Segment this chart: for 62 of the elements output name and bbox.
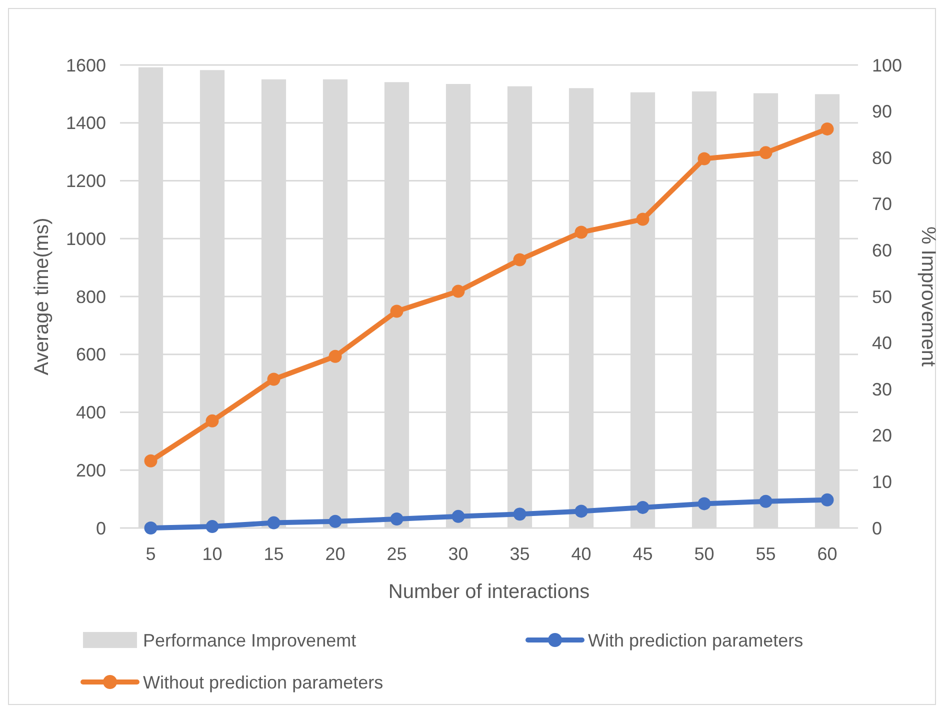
y-tick-label: 800 — [76, 286, 106, 307]
y2-tick-label: 60 — [872, 240, 892, 260]
x-tick-label: 35 — [510, 544, 530, 564]
point — [267, 372, 280, 386]
y2-tick-label: 40 — [872, 333, 892, 354]
x-tick-label: 40 — [571, 544, 592, 564]
y2-tick-label: 100 — [872, 55, 902, 76]
point — [820, 122, 834, 136]
point — [390, 304, 404, 318]
point — [820, 493, 834, 506]
y2-tick-label: 80 — [872, 148, 892, 168]
point — [206, 414, 219, 428]
y2-tick-label: 20 — [872, 426, 892, 446]
legend-label: With prediction parameters — [588, 630, 804, 650]
y2-tick-label: 10 — [872, 472, 892, 492]
y-tick-label: 600 — [76, 344, 106, 365]
y-tick-label: 1200 — [66, 171, 106, 192]
y2-tick-label: 50 — [872, 286, 892, 307]
point — [574, 504, 588, 518]
x-tick-label: 45 — [632, 544, 653, 564]
point — [390, 512, 404, 526]
point — [144, 454, 158, 468]
point — [513, 253, 526, 266]
point — [328, 514, 342, 528]
y-axis-title: Average time(ms) — [31, 218, 53, 376]
point — [206, 520, 219, 534]
y2-axis-title: % Improvement — [917, 226, 939, 367]
point — [759, 494, 772, 508]
x-tick-label: 15 — [264, 544, 284, 564]
y2-tick-label: 30 — [872, 379, 892, 400]
x-tick-label: 5 — [146, 544, 156, 564]
point — [144, 522, 158, 534]
point — [328, 350, 342, 363]
x-tick-label: 30 — [448, 544, 468, 564]
point — [636, 500, 650, 514]
point — [698, 497, 711, 510]
point — [759, 146, 772, 160]
point — [574, 226, 588, 239]
point — [636, 212, 650, 226]
point — [698, 152, 711, 166]
x-tick-label: 60 — [817, 544, 838, 564]
y-tick-label: 1600 — [66, 55, 106, 76]
x-tick-label: 25 — [386, 544, 407, 564]
x-tick-label: 10 — [202, 544, 222, 564]
y-tick-label: 400 — [76, 402, 106, 423]
point — [513, 508, 526, 521]
legend-label: Without prediction parameters — [143, 672, 384, 692]
x-axis-title: Number of interactions — [388, 581, 590, 603]
y2-tick-label: 90 — [872, 102, 892, 122]
legend-label: Performance Improvenemt — [143, 630, 356, 650]
point — [452, 284, 465, 298]
x-tick-label: 20 — [325, 544, 346, 564]
y-tick-label: 0 — [96, 518, 106, 538]
y2-tick-label: 0 — [872, 518, 882, 538]
y-tick-label: 1000 — [66, 228, 106, 249]
y-tick-label: 1400 — [66, 113, 106, 134]
y-tick-label: 200 — [76, 460, 106, 480]
point — [452, 510, 465, 523]
point — [267, 516, 280, 530]
y2-tick-label: 70 — [872, 194, 892, 214]
x-tick-label: 50 — [694, 544, 714, 564]
x-tick-label: 55 — [756, 544, 776, 564]
